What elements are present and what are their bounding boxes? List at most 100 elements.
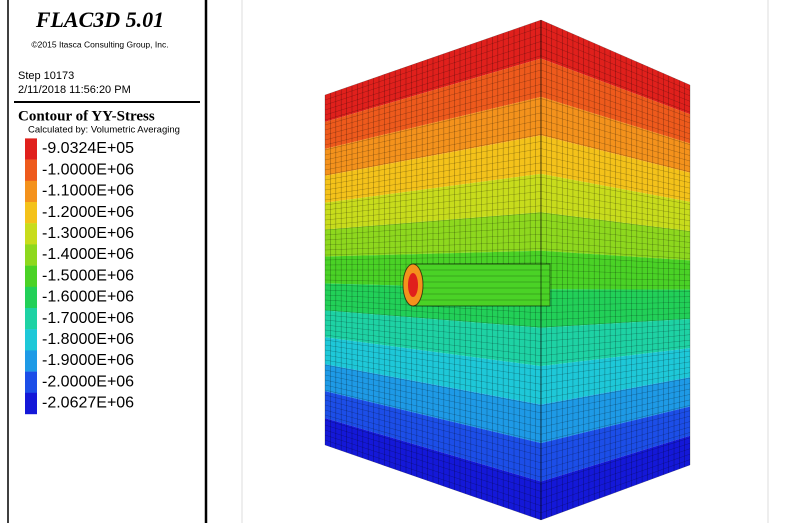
legend-swatch [25,138,37,160]
mesh-line [324,314,542,335]
legend-label: -9.0324E+05 [42,140,134,157]
mesh-line [324,119,542,166]
mesh-line [540,323,691,335]
legend-label: -1.6000E+06 [42,289,134,306]
mesh-line [540,126,691,167]
legend-swatch [25,244,37,266]
mesh-line [540,234,691,249]
mesh-line [324,389,542,442]
mesh-line [324,191,542,216]
stress-band [541,58,690,144]
mesh-line [324,205,542,226]
mesh-line [540,361,691,385]
legend-swatch [25,329,37,351]
legend-swatch [25,265,37,287]
legend-label: -1.5000E+06 [42,267,134,284]
mesh-line [540,34,691,97]
mesh-line [324,141,542,181]
mesh-line [324,26,542,101]
mesh-line [540,219,691,238]
mesh-line [324,334,542,364]
mesh-line [324,384,542,435]
legend-label: -1.0000E+06 [42,161,134,178]
mesh-line [540,76,691,129]
mesh-line [540,169,691,200]
mesh-line [324,112,542,161]
mesh-line [540,262,691,270]
mesh-line [540,91,691,140]
mesh-line [540,334,691,349]
mesh-line [540,19,691,86]
mesh-line [324,41,542,111]
mesh-line [324,409,542,471]
legend-label: -1.4000E+06 [42,246,134,263]
mesh-line [540,301,691,306]
mesh-line [540,62,691,118]
legend-label: -1.8000E+06 [42,331,134,348]
stress-band [541,250,690,290]
stress-band [541,435,690,520]
mesh-line [540,339,691,356]
mesh-line [324,148,542,186]
mesh-line [540,98,691,145]
stress-band [325,173,541,230]
mesh-line [324,419,542,485]
mesh-line [324,184,542,211]
mesh-line [324,62,542,126]
stress-band [541,377,690,444]
mesh-line [324,48,542,116]
mesh-line [324,304,542,321]
mesh-line [324,69,542,131]
mesh-line [540,141,691,178]
stress-band [541,348,690,405]
mesh-line [540,112,691,156]
mesh-line [324,339,542,371]
mesh-line [324,354,542,392]
mesh-line [324,439,542,514]
mesh-line [324,364,542,406]
mesh-line [540,318,691,328]
mesh-line [324,155,542,191]
stress-band [541,135,690,202]
legend-swatch [25,371,37,393]
mesh-line [324,19,542,96]
mesh-line [324,91,542,146]
timestamp: 2/11/2018 11:56:20 PM [18,84,131,96]
mesh-line [324,329,542,356]
stress-band [541,173,690,232]
legend-label: -1.9000E+06 [42,352,134,369]
mesh-line [324,248,542,256]
mesh-line [540,329,691,342]
mesh-line [324,255,542,261]
legend-label: -1.7000E+06 [42,310,134,327]
mesh-line [324,98,542,151]
mesh-line [324,319,542,342]
mesh-line [540,367,691,392]
legend-label: -1.1000E+06 [42,183,134,200]
mesh-line [540,432,691,478]
mesh-line [540,437,691,485]
stress-band [325,418,541,520]
mesh-line [540,212,691,232]
mesh-line [324,212,542,231]
stress-band [541,212,690,261]
mesh-line [540,248,691,259]
mesh-line [540,184,691,211]
mesh-line [540,345,691,364]
mesh-line [324,374,542,421]
mesh-line [324,434,542,506]
mesh-line [324,176,542,206]
legend-swatch [25,202,37,224]
legend-swatch [25,392,37,415]
mesh-line [324,84,542,141]
mesh-line [540,307,691,314]
mesh-line [540,394,691,428]
mesh-line [540,226,691,243]
mesh-line [540,372,691,399]
mesh-line [324,349,542,385]
stress-band [325,391,541,482]
stress-band [541,96,690,173]
mesh-line [540,155,691,189]
mesh-line [540,405,691,442]
model [324,19,691,521]
